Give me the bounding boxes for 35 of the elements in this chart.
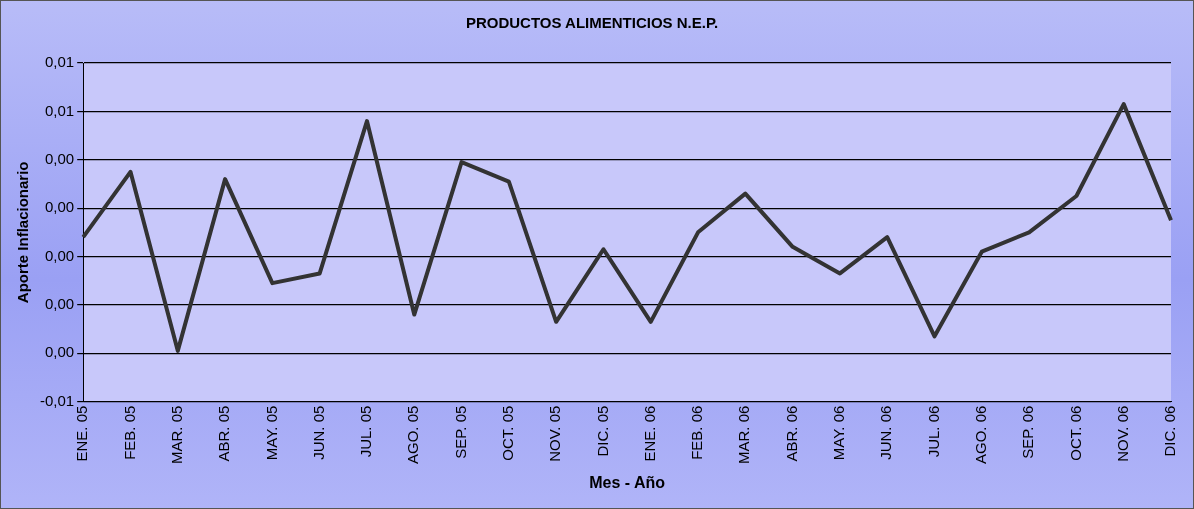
y-tick-label: 0,00 xyxy=(44,343,75,361)
x-tick-label: FEB. 05 xyxy=(120,405,138,460)
x-tick-label: MAY. 06 xyxy=(830,405,848,461)
x-tick-label: OCT. 05 xyxy=(499,405,516,461)
x-axis-title: Mes - Año xyxy=(589,474,666,492)
x-tick-label: ABR. 05 xyxy=(215,405,233,462)
x-tick-label: FEB. 06 xyxy=(688,405,706,460)
x-tick-label: MAY. 05 xyxy=(262,405,280,461)
y-tick-label: 0,00 xyxy=(44,198,75,216)
x-tick-label: MAR. 06 xyxy=(735,405,753,464)
y-tick-label: 0,00 xyxy=(44,246,75,264)
y-tick-label: 0,00 xyxy=(44,295,75,313)
x-tick-label: NOV. 06 xyxy=(1113,405,1131,462)
x-tick-label: AGO. 05 xyxy=(404,405,422,464)
y-axis-title: Aporte Inflacionario xyxy=(14,161,32,304)
x-tick-label: ENE. 05 xyxy=(73,405,91,462)
x-tick-label: MAR. 05 xyxy=(167,405,185,464)
x-tick-label: NOV. 05 xyxy=(546,405,564,462)
x-tick-label: ENE. 06 xyxy=(640,405,658,462)
x-tick-label: JUL. 05 xyxy=(357,405,375,458)
y-tick-label: -0,01 xyxy=(39,391,75,409)
x-tick-label: DIC. 06 xyxy=(1161,405,1179,457)
x-tick-label: SEP. 05 xyxy=(451,405,469,459)
y-tick-label: 0,00 xyxy=(44,149,75,167)
x-tick-label: JUN. 06 xyxy=(877,405,895,460)
x-tick-label: JUL. 06 xyxy=(924,405,942,458)
x-tick-label: JUN. 05 xyxy=(309,405,327,460)
x-tick-label: DIC. 05 xyxy=(593,405,611,457)
x-tick-label: ABR. 06 xyxy=(782,405,800,462)
y-tick-label: 0,01 xyxy=(44,101,75,119)
x-tick-label: OCT. 06 xyxy=(1066,405,1084,461)
x-tick-label: SEP. 06 xyxy=(1019,405,1037,459)
chart-title: PRODUCTOS ALIMENTICIOS N.E.P. xyxy=(465,14,719,32)
x-tick-label: AGO. 06 xyxy=(971,405,989,464)
y-tick-label: 0,01 xyxy=(44,53,75,71)
